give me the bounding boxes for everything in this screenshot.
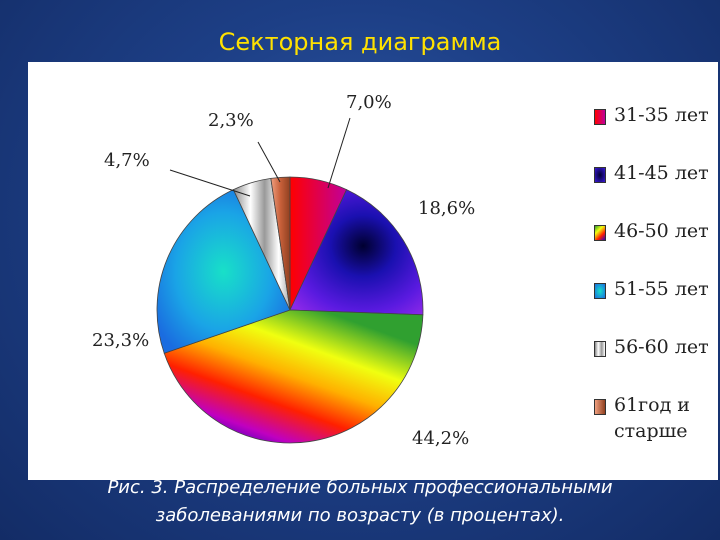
legend-swatch — [594, 341, 606, 357]
legend-item: 31-35 лет — [594, 102, 718, 160]
legend-label: 51-55 лет — [614, 278, 709, 300]
data-label: 44,2% — [412, 428, 469, 449]
legend-label: 41-45 лет — [614, 162, 709, 184]
legend-swatch — [594, 109, 606, 125]
legend-swatch — [594, 283, 606, 299]
slide-title: Секторная диаграмма — [218, 28, 502, 56]
pie-slice — [270, 176, 291, 311]
figure-caption: Рис. 3. Распределение больных профессион… — [0, 474, 720, 530]
data-label: 23,3% — [92, 330, 149, 351]
legend-swatch — [594, 225, 606, 241]
legend: 31-35 лет 41-45 лет 46-50 лет 51-55 лет … — [594, 102, 718, 450]
pie-slice — [289, 189, 424, 316]
legend-item: 51-55 лет — [594, 276, 718, 334]
legend-swatch — [594, 167, 606, 183]
caption-line: Рис. 3. Распределение больных профессион… — [107, 477, 613, 498]
legend-item: 41-45 лет — [594, 160, 718, 218]
legend-label: 61год и старше — [614, 394, 690, 442]
data-label: 18,6% — [418, 198, 475, 219]
pie-slice — [156, 189, 291, 354]
pie-chart: 7,0% 18,6% 44,2% 23,3% 4,7% 2,3% — [92, 92, 475, 449]
legend-item: 61год и старше — [594, 392, 718, 450]
leader-line — [169, 169, 251, 197]
data-label: 2,3% — [208, 110, 254, 131]
leader-line — [257, 141, 281, 183]
pie-slice — [163, 309, 424, 444]
data-label: 4,7% — [104, 150, 150, 171]
data-label: 7,0% — [346, 92, 392, 113]
legend-item: 46-50 лет — [594, 218, 718, 276]
leader-line — [327, 117, 351, 189]
legend-swatch — [594, 399, 606, 415]
legend-label: 46-50 лет — [614, 220, 709, 242]
legend-item: 56-60 лет — [594, 334, 718, 392]
legend-label: 31-35 лет — [614, 104, 709, 126]
caption-line: заболеваниями по возрасту (в процентах). — [155, 505, 565, 526]
legend-label: 56-60 лет — [614, 336, 709, 358]
chart-panel: 7,0% 18,6% 44,2% 23,3% 4,7% 2,3% 31-35 лет 41… — [28, 62, 718, 480]
